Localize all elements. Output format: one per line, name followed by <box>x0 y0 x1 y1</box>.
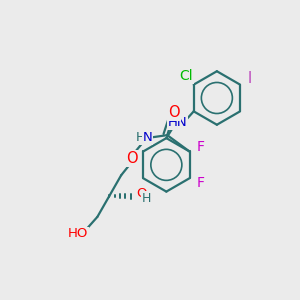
Text: I: I <box>248 71 252 86</box>
Text: N: N <box>142 131 152 144</box>
Text: H: H <box>141 192 151 205</box>
Text: O: O <box>136 187 147 200</box>
Text: HN: HN <box>168 116 188 129</box>
Text: Cl: Cl <box>179 69 193 83</box>
Text: O: O <box>126 151 137 166</box>
Text: F: F <box>197 176 205 190</box>
Text: O: O <box>168 105 180 120</box>
Text: H: H <box>136 131 146 144</box>
Text: F: F <box>197 140 205 154</box>
Text: HO: HO <box>68 227 88 240</box>
